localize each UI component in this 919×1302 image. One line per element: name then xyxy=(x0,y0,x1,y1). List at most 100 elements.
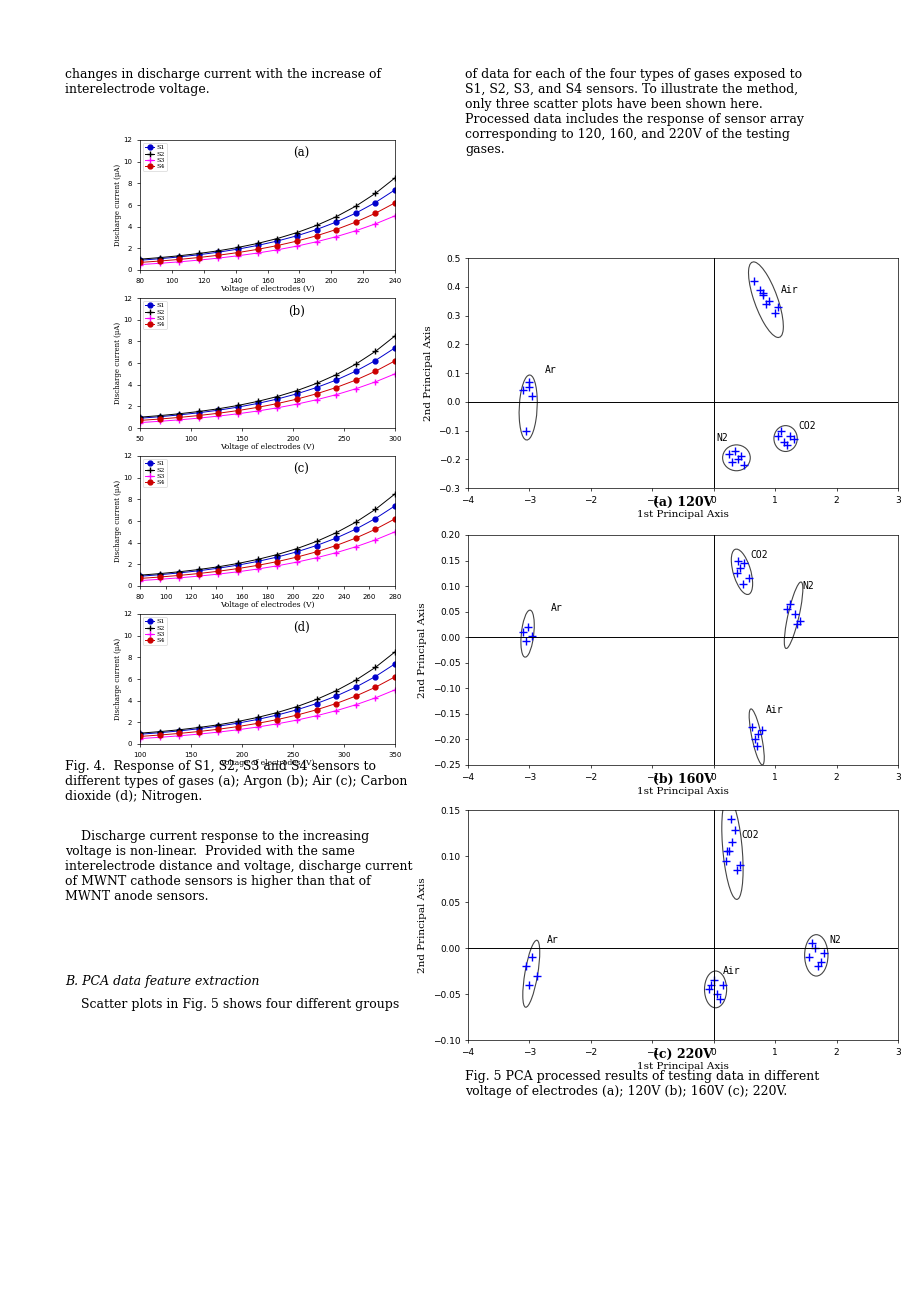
X-axis label: Voltage of electrodes (V): Voltage of electrodes (V) xyxy=(220,285,314,293)
S1 xyxy=(174,723,185,738)
S4 xyxy=(212,247,223,263)
S3 xyxy=(350,539,361,555)
S4 xyxy=(311,228,322,243)
S1 xyxy=(212,245,223,260)
S2 xyxy=(389,328,400,344)
Legend: S1, S2, S3, S4: S1, S2, S3, S4 xyxy=(143,301,166,329)
S4 xyxy=(153,569,165,585)
S3 xyxy=(369,533,380,548)
S1 xyxy=(233,557,244,573)
S4 xyxy=(174,410,185,426)
Legend: S1, S2, S3, S4: S1, S2, S3, S4 xyxy=(143,143,166,171)
S1 xyxy=(233,400,244,415)
S2 xyxy=(174,406,185,422)
S2 xyxy=(174,247,185,263)
S4 xyxy=(233,402,244,418)
S2 xyxy=(291,383,302,398)
S3 xyxy=(193,727,204,742)
S3 xyxy=(252,561,263,577)
S2 xyxy=(212,559,223,574)
S1 xyxy=(193,721,204,737)
S2 xyxy=(311,375,322,391)
S3 xyxy=(291,555,302,570)
S2 xyxy=(291,225,302,241)
Text: B. PCA data feature extraction: B. PCA data feature extraction xyxy=(65,975,259,988)
S2 xyxy=(233,713,244,729)
S3 xyxy=(389,523,400,539)
S3 xyxy=(174,411,185,427)
S2 xyxy=(212,401,223,417)
S4 xyxy=(389,510,400,526)
Text: Ar: Ar xyxy=(546,935,558,945)
S2 xyxy=(233,397,244,413)
Y-axis label: 2nd Principal Axis: 2nd Principal Axis xyxy=(424,326,433,421)
S3 xyxy=(153,729,165,745)
S1 xyxy=(369,195,380,211)
Line: S3: S3 xyxy=(136,212,398,268)
S4 xyxy=(389,195,400,211)
S1 xyxy=(134,569,145,585)
Y-axis label: Discharge current (μA): Discharge current (μA) xyxy=(114,638,122,720)
S4 xyxy=(330,221,341,237)
Text: CO2: CO2 xyxy=(750,549,767,560)
S2 xyxy=(153,408,165,423)
S2 xyxy=(193,246,204,262)
S4 xyxy=(153,253,165,268)
S3 xyxy=(369,690,380,706)
S2 xyxy=(153,566,165,582)
Text: Discharge current response to the increasing
voltage is non-linear.  Provided wi: Discharge current response to the increa… xyxy=(65,829,412,904)
S2 xyxy=(350,514,361,530)
Line: S1: S1 xyxy=(138,504,397,578)
S3 xyxy=(134,256,145,272)
S2 xyxy=(233,556,244,572)
Y-axis label: Discharge current (μA): Discharge current (μA) xyxy=(114,322,122,404)
S2 xyxy=(311,217,322,233)
S2 xyxy=(369,344,380,359)
Line: S4: S4 xyxy=(138,201,397,264)
S4 xyxy=(369,206,380,221)
S3 xyxy=(193,410,204,426)
S4 xyxy=(193,565,204,581)
S2 xyxy=(330,367,341,383)
Text: Scatter plots in Fig. 5 shows four different groups: Scatter plots in Fig. 5 shows four diffe… xyxy=(65,999,399,1010)
S1 xyxy=(311,221,322,237)
S1 xyxy=(271,707,282,723)
S1 xyxy=(271,549,282,565)
S4 xyxy=(212,405,223,421)
Text: changes in discharge current with the increase of
interelectrode voltage.: changes in discharge current with the in… xyxy=(65,68,380,96)
S1 xyxy=(389,182,400,198)
S1 xyxy=(193,405,204,421)
S2 xyxy=(350,672,361,687)
S2 xyxy=(134,568,145,583)
Line: S4: S4 xyxy=(138,517,397,581)
S3 xyxy=(389,208,400,224)
S1 xyxy=(174,249,185,264)
S3 xyxy=(212,250,223,266)
S1 xyxy=(193,562,204,578)
S2 xyxy=(252,236,263,251)
Line: S3: S3 xyxy=(136,529,398,585)
S3 xyxy=(350,223,361,238)
S1 xyxy=(252,553,263,569)
S2 xyxy=(271,389,282,405)
S1 xyxy=(252,396,263,411)
S1 xyxy=(174,408,185,423)
Line: S1: S1 xyxy=(138,187,397,263)
S4 xyxy=(153,728,165,743)
Y-axis label: 2nd Principal Axis: 2nd Principal Axis xyxy=(418,878,426,973)
S4 xyxy=(350,530,361,546)
S3 xyxy=(369,374,380,389)
S1 xyxy=(350,363,361,379)
S4 xyxy=(311,385,322,401)
S2 xyxy=(271,230,282,246)
S2 xyxy=(212,243,223,259)
S4 xyxy=(252,400,263,415)
X-axis label: 1st Principal Axis: 1st Principal Axis xyxy=(636,788,728,797)
Line: S1: S1 xyxy=(138,661,397,737)
S2 xyxy=(153,724,165,740)
S3 xyxy=(233,564,244,579)
S1 xyxy=(291,228,302,243)
X-axis label: 1st Principal Axis: 1st Principal Axis xyxy=(636,1062,728,1072)
S4 xyxy=(193,408,204,423)
S2 xyxy=(389,171,400,186)
